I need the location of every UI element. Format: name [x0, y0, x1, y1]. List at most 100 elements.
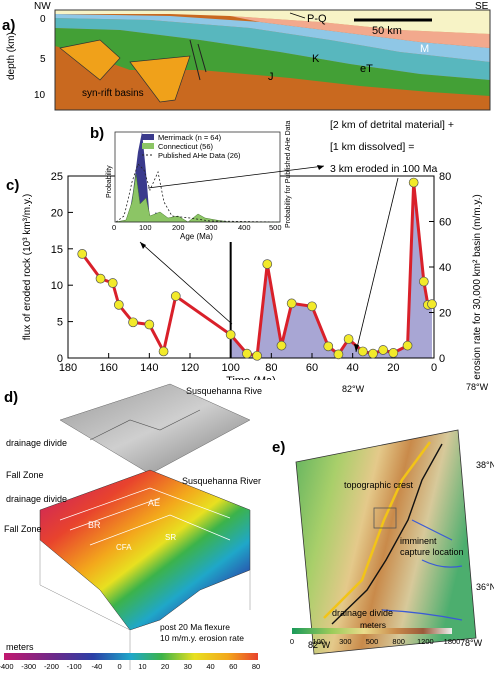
flux-data-point — [418, 276, 429, 287]
m-layer — [230, 16, 490, 48]
inset-xtick-200: 200 — [172, 223, 185, 232]
pq-layer — [55, 10, 490, 34]
inset-xtick-300: 300 — [205, 223, 218, 232]
panel-d-svg: d) Susquehanna River drainage divide Fal… — [0, 383, 265, 671]
flux-chart: 180 160 140 120 100 80 60 40 20 00510152025020406… — [22, 171, 483, 387]
arrow-head-1 — [317, 165, 324, 170]
legend-ahe: Published AHe Data (26) — [158, 151, 241, 160]
flux-data-point — [307, 301, 317, 312]
colorbar-e-tick: 800 — [392, 637, 405, 646]
x-tick-label: 120 — [181, 362, 199, 374]
nw-label: NW — [34, 1, 51, 12]
depth-tick-0: 0 — [40, 14, 46, 25]
inset-xtick-400: 400 — [238, 223, 251, 232]
flux-data-point — [158, 346, 169, 357]
flux-data-point — [333, 349, 344, 360]
flux-data-point — [286, 298, 297, 309]
fault-lines — [189, 39, 207, 81]
flux-data-point — [378, 345, 389, 355]
x-tick-label: 80 — [265, 362, 277, 374]
inset-xtick-100: 100 — [139, 223, 152, 232]
x-tick-label: 180 — [59, 362, 77, 374]
inset-ylabel-left: Probability — [106, 165, 113, 198]
panel-a: a) NW SE depth (km) 0 5 10 50 km P-Q M K… — [0, 0, 494, 112]
flexure-surface — [39, 469, 251, 631]
panel-c: c) 180 160 140 120 100 80 60 40 20 0 0 5 10 15 20 25 0 20… — [0, 112, 494, 387]
flux-data-point — [276, 340, 287, 351]
panel-e-label: e) — [272, 439, 285, 456]
x-tick-label: 0 — [431, 362, 437, 374]
divide-label: drainage divide — [332, 608, 393, 618]
lon-bottom-right: 78°W — [460, 638, 483, 648]
arrow-to-equation — [147, 165, 325, 189]
sr-label: SR — [165, 533, 176, 542]
inset-xtick-0: 0 — [112, 223, 116, 232]
colorbar-d-tick: -200 — [44, 662, 59, 670]
pq-label: P-Q — [307, 13, 327, 25]
panel-b-label: b) — [90, 125, 104, 142]
y-left-tick-label: 0 — [57, 353, 63, 365]
pq-leader — [289, 12, 306, 19]
y-right-tick-label: 80 — [439, 171, 451, 183]
y-right-tick-label: 40 — [439, 262, 451, 274]
bottom-divide-label: drainage divide — [6, 494, 67, 504]
lon-bottom-left: 82°W — [308, 640, 331, 650]
colorbar-d-tick: 30 — [184, 662, 192, 670]
flux-data-point — [408, 177, 419, 188]
panel-e-svg: e) 82°W 78°W 38°N 36°N 82°W 78°W topogra… — [272, 382, 494, 655]
x-tick-label: 20 — [387, 362, 399, 374]
topo-ridges — [89, 409, 201, 441]
colorbar-e-tick: 1200 — [417, 637, 434, 646]
equation-line-3: 3 km eroded in 100 Ma — [330, 163, 438, 175]
colorbar-d-tick: 60 — [229, 662, 237, 670]
colorbar-d-tick: -300 — [21, 662, 36, 670]
y-left-tick-label: 5 — [57, 317, 63, 329]
flux-data-point — [368, 348, 378, 359]
flux-data-point — [95, 273, 106, 284]
flux-data-point — [225, 329, 236, 340]
legend-merrimack: Merrimack (n = 64) — [158, 133, 222, 142]
flux-data-point — [323, 341, 334, 352]
capture-label-1: imminent — [400, 536, 437, 546]
section-frame — [54, 9, 491, 111]
published-ahe-density — [115, 163, 281, 223]
panel-b-inset: b) Merrimack (n = 64) Connecticut (56) P… — [90, 121, 292, 241]
et-layer — [55, 18, 490, 80]
y-right-tick-label: 0 — [439, 353, 445, 365]
colorbar-e-tick: 1800 — [444, 637, 461, 646]
colorbar-e-tick: 300 — [339, 637, 352, 646]
equation-line-1: [2 km of detrital material] + — [330, 119, 454, 131]
et-label: eT — [360, 63, 373, 75]
j-label: J — [268, 71, 274, 83]
y-left-tick-label: 25 — [51, 171, 63, 183]
colorbar-d-tick: 0 — [118, 662, 122, 670]
capture-label-2: capture location — [400, 547, 464, 557]
bottom-river-label: Susquehanna River — [182, 476, 261, 486]
colorbar-d-tick: -40 — [91, 662, 102, 670]
flux-data-point — [388, 348, 399, 358]
arrow-head-3 — [354, 344, 359, 352]
j-layer — [55, 28, 490, 96]
note-line-1: post 20 Ma flexure — [160, 622, 230, 632]
topographic-crest-line — [323, 441, 432, 619]
colorbar-e-ticks: 0 100 300 500 800 1200 1800 — [290, 637, 460, 646]
k-label: K — [312, 53, 320, 65]
capture-box — [373, 507, 397, 529]
flux-data-point — [113, 300, 124, 310]
lat-36: 36°N — [476, 582, 494, 592]
arrow-head-2 — [140, 242, 146, 249]
arrow-inset-to-chart — [139, 241, 233, 325]
flux-data-point — [357, 346, 368, 357]
arrow-equation-to-chart — [355, 177, 399, 353]
cfa-label: CFA — [116, 543, 132, 552]
colorbar-e-tick: 500 — [366, 637, 379, 646]
x-tick-label: 140 — [140, 362, 158, 374]
drainage-divide-line — [331, 443, 443, 625]
scale-bar-label: 50 km — [372, 25, 402, 37]
inset-xtick-500: 500 — [269, 223, 282, 232]
lat-38: 38°N — [476, 460, 494, 470]
flux-data-point — [262, 259, 273, 269]
flux-data-point — [170, 291, 181, 301]
colorbar-d-tick: 20 — [161, 662, 169, 670]
colorbar-e-tick: 0 — [290, 637, 294, 646]
